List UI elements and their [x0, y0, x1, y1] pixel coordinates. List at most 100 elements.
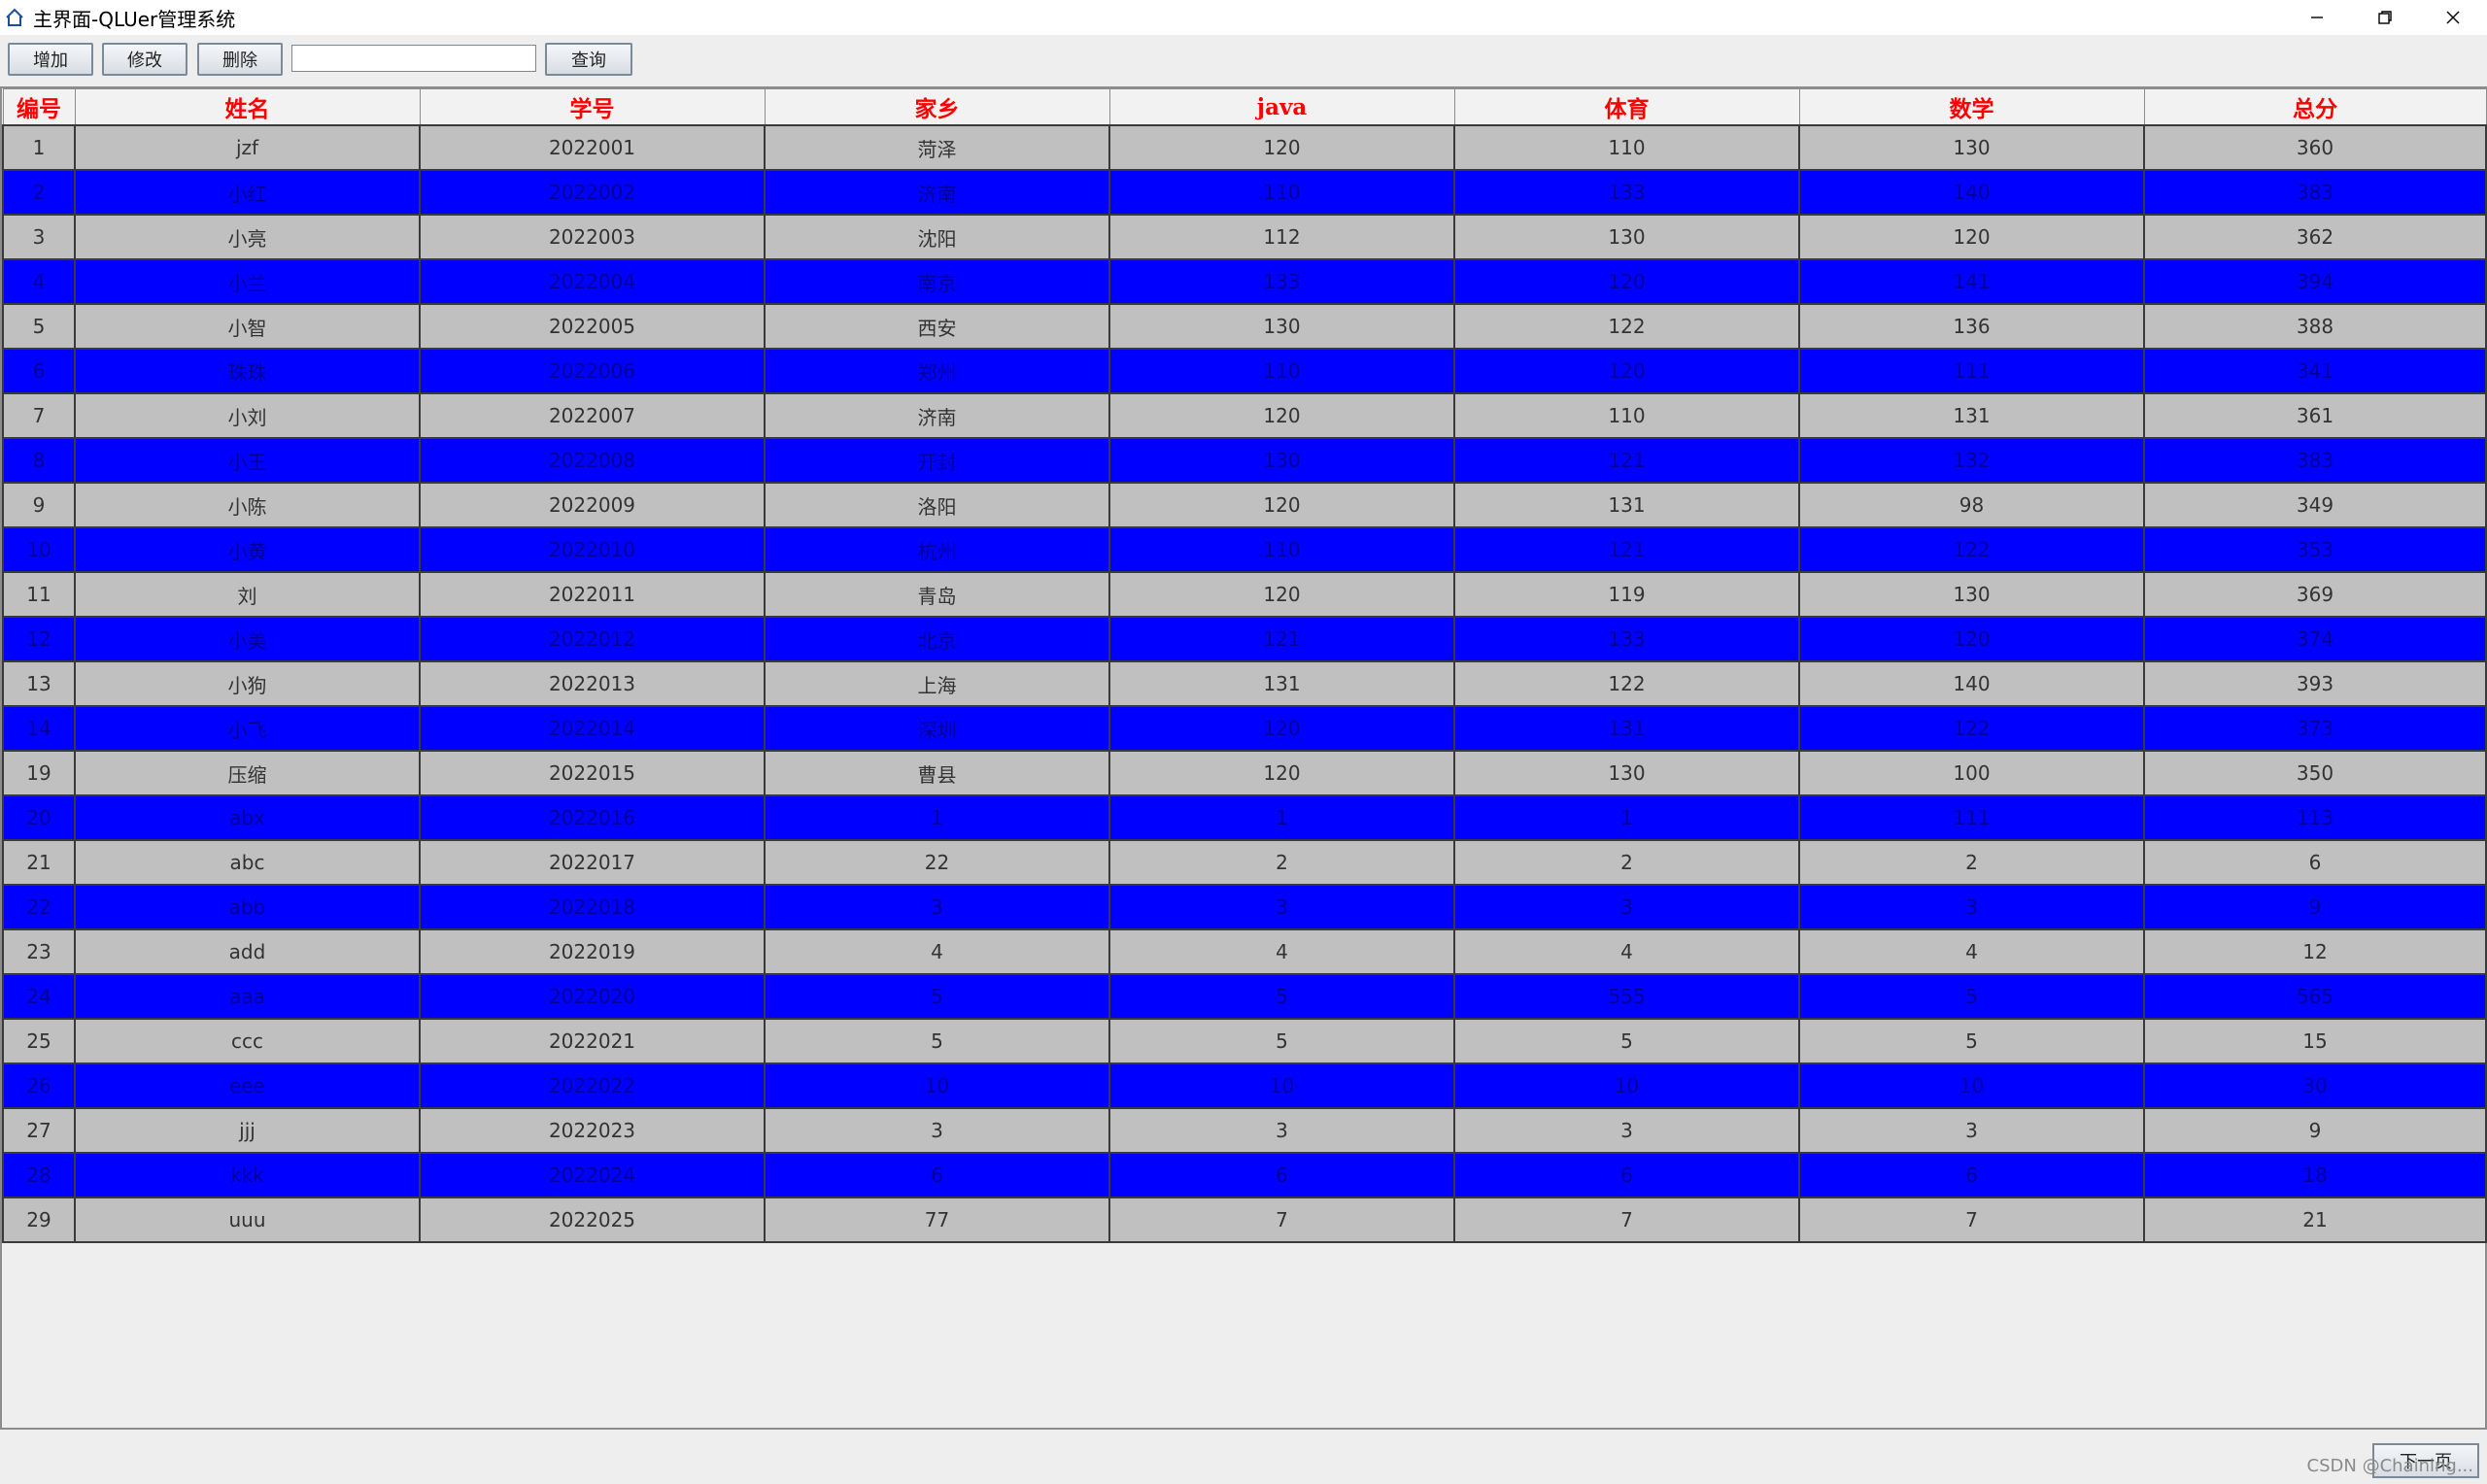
table-cell[interactable]: 130: [1108, 303, 1455, 350]
table-row[interactable]: 3 小亮 2022003 沈阳 112 130 120 362: [2, 214, 2487, 260]
table-cell[interactable]: 5: [1453, 1018, 1800, 1064]
restore-icon[interactable]: [2351, 0, 2419, 35]
table-cell[interactable]: 2022023: [419, 1107, 766, 1154]
table-cell[interactable]: 120: [1108, 392, 1455, 439]
table-cell[interactable]: 110: [1453, 124, 1800, 171]
table-cell[interactable]: 3: [2, 214, 76, 260]
table-cell[interactable]: 2022001: [419, 124, 766, 171]
table-cell[interactable]: 2022004: [419, 258, 766, 305]
table-cell[interactable]: 5: [1798, 1018, 2145, 1064]
column-header[interactable]: 姓名: [74, 88, 421, 126]
table-cell[interactable]: 2022002: [419, 169, 766, 216]
table-cell[interactable]: 140: [1798, 169, 2145, 216]
table-cell[interactable]: 77: [764, 1197, 1110, 1243]
table-cell[interactable]: 350: [2143, 750, 2487, 796]
table-cell[interactable]: 6: [2143, 839, 2487, 886]
table-cell[interactable]: 济南: [764, 169, 1110, 216]
table-cell[interactable]: kkk: [74, 1152, 421, 1198]
table-cell[interactable]: 济南: [764, 392, 1110, 439]
table-cell[interactable]: 5: [1108, 973, 1455, 1020]
table-cell[interactable]: 394: [2143, 258, 2487, 305]
edit-button[interactable]: 修改: [102, 43, 187, 76]
table-cell[interactable]: 9: [2, 482, 76, 528]
table-cell[interactable]: 小美: [74, 616, 421, 662]
table-cell[interactable]: abc: [74, 839, 421, 886]
table-row[interactable]: 9 小陈 2022009 洛阳 120 131 98 349: [2, 482, 2487, 528]
table-cell[interactable]: 110: [1108, 169, 1455, 216]
table-cell[interactable]: 369: [2143, 571, 2487, 618]
table-cell[interactable]: 7: [1798, 1197, 2145, 1243]
table-cell[interactable]: 133: [1453, 169, 1800, 216]
table-cell[interactable]: 5: [764, 973, 1110, 1020]
table-cell[interactable]: 130: [1798, 124, 2145, 171]
table-cell[interactable]: 4: [1798, 928, 2145, 975]
table-cell[interactable]: 2022007: [419, 392, 766, 439]
table-cell[interactable]: 3: [764, 884, 1110, 930]
table-cell[interactable]: 120: [1453, 348, 1800, 394]
table-row[interactable]: 6 珠珠 2022006 郑州 110 120 111 341: [2, 348, 2487, 394]
column-header[interactable]: 编号: [2, 88, 76, 126]
table-cell[interactable]: 23: [2, 928, 76, 975]
table-cell[interactable]: 131: [1798, 392, 2145, 439]
table-cell[interactable]: 8: [2, 437, 76, 484]
table-cell[interactable]: 开封: [764, 437, 1110, 484]
table-cell[interactable]: 2022006: [419, 348, 766, 394]
table-cell[interactable]: 曹县: [764, 750, 1110, 796]
table-cell[interactable]: add: [74, 928, 421, 975]
table-cell[interactable]: 362: [2143, 214, 2487, 260]
table-cell[interactable]: 深圳: [764, 705, 1110, 752]
table-cell[interactable]: 2022003: [419, 214, 766, 260]
table-cell[interactable]: 112: [1108, 214, 1455, 260]
table-cell[interactable]: jjj: [74, 1107, 421, 1154]
table-cell[interactable]: 120: [1798, 616, 2145, 662]
table-cell[interactable]: 131: [1108, 660, 1455, 707]
table-cell[interactable]: 6: [2, 348, 76, 394]
table-cell[interactable]: 7: [1453, 1197, 1800, 1243]
table-cell[interactable]: 24: [2, 973, 76, 1020]
table-cell[interactable]: abb: [74, 884, 421, 930]
table-cell[interactable]: 393: [2143, 660, 2487, 707]
table-cell[interactable]: 3: [1798, 1107, 2145, 1154]
table-cell[interactable]: 374: [2143, 616, 2487, 662]
table-cell[interactable]: 383: [2143, 169, 2487, 216]
table-cell[interactable]: 北京: [764, 616, 1110, 662]
table-row[interactable]: 29 uuu 2022025 77 7 7 7 21: [2, 1197, 2487, 1243]
table-row[interactable]: 7 小刘 2022007 济南 120 110 131 361: [2, 392, 2487, 439]
table-cell[interactable]: 25: [2, 1018, 76, 1064]
table-cell[interactable]: eee: [74, 1062, 421, 1109]
table-row[interactable]: 2 小红 2022002 济南 110 133 140 383: [2, 169, 2487, 216]
table-row[interactable]: 8 小王 2022008 开封 130 121 132 383: [2, 437, 2487, 484]
table-cell[interactable]: 383: [2143, 437, 2487, 484]
table-row[interactable]: 13 小狗 2022013 上海 131 122 140 393: [2, 660, 2487, 707]
table-cell[interactable]: 2: [2, 169, 76, 216]
table-cell[interactable]: 120: [1798, 214, 2145, 260]
table-cell[interactable]: 5: [1108, 1018, 1455, 1064]
table-cell[interactable]: 小黄: [74, 526, 421, 573]
table-cell[interactable]: 小智: [74, 303, 421, 350]
table-cell[interactable]: 12: [2143, 928, 2487, 975]
table-cell[interactable]: 沈阳: [764, 214, 1110, 260]
table-row[interactable]: 10 小黄 2022010 杭州 110 121 122 353: [2, 526, 2487, 573]
table-cell[interactable]: 121: [1453, 526, 1800, 573]
table-cell[interactable]: 110: [1108, 526, 1455, 573]
table-cell[interactable]: 2022015: [419, 750, 766, 796]
table-cell[interactable]: 3: [1108, 884, 1455, 930]
table-cell[interactable]: 郑州: [764, 348, 1110, 394]
table-cell[interactable]: 4: [2, 258, 76, 305]
table-cell[interactable]: 2022017: [419, 839, 766, 886]
table-cell[interactable]: aaa: [74, 973, 421, 1020]
table-cell[interactable]: 2022016: [419, 794, 766, 841]
table-cell[interactable]: 6: [1798, 1152, 2145, 1198]
table-cell[interactable]: 121: [1108, 616, 1455, 662]
table-cell[interactable]: 19: [2, 750, 76, 796]
table-cell[interactable]: 136: [1798, 303, 2145, 350]
table-cell[interactable]: 2022014: [419, 705, 766, 752]
table-cell[interactable]: 22: [764, 839, 1110, 886]
table-cell[interactable]: 洛阳: [764, 482, 1110, 528]
table-cell[interactable]: 122: [1798, 526, 2145, 573]
table-cell[interactable]: 菏泽: [764, 124, 1110, 171]
table-cell[interactable]: 122: [1798, 705, 2145, 752]
table-cell[interactable]: 119: [1453, 571, 1800, 618]
table-cell[interactable]: 555: [1453, 973, 1800, 1020]
table-cell[interactable]: 杭州: [764, 526, 1110, 573]
